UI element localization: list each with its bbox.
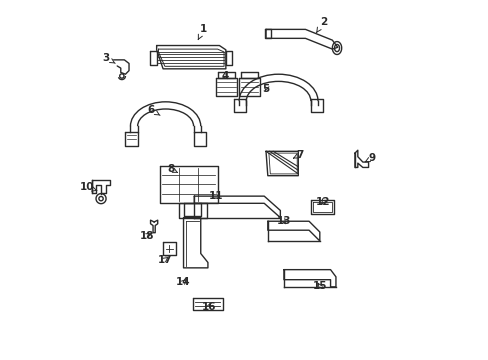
Text: 14: 14 (176, 277, 190, 287)
Text: 2: 2 (316, 17, 326, 32)
Text: 18: 18 (140, 231, 154, 240)
Text: 6: 6 (147, 105, 160, 115)
Text: 15: 15 (312, 281, 326, 291)
Text: 9: 9 (365, 153, 375, 163)
Text: 12: 12 (316, 197, 330, 207)
Text: 5: 5 (262, 84, 269, 94)
Text: 1: 1 (198, 24, 206, 40)
Text: 3: 3 (102, 53, 115, 63)
Text: 4: 4 (221, 71, 228, 81)
Text: 11: 11 (208, 191, 223, 201)
Text: 17: 17 (157, 255, 172, 265)
Text: 13: 13 (276, 216, 290, 226)
Text: 7: 7 (293, 150, 303, 160)
Text: 8: 8 (167, 164, 177, 174)
Text: 10: 10 (79, 182, 97, 192)
Text: 16: 16 (201, 302, 215, 312)
